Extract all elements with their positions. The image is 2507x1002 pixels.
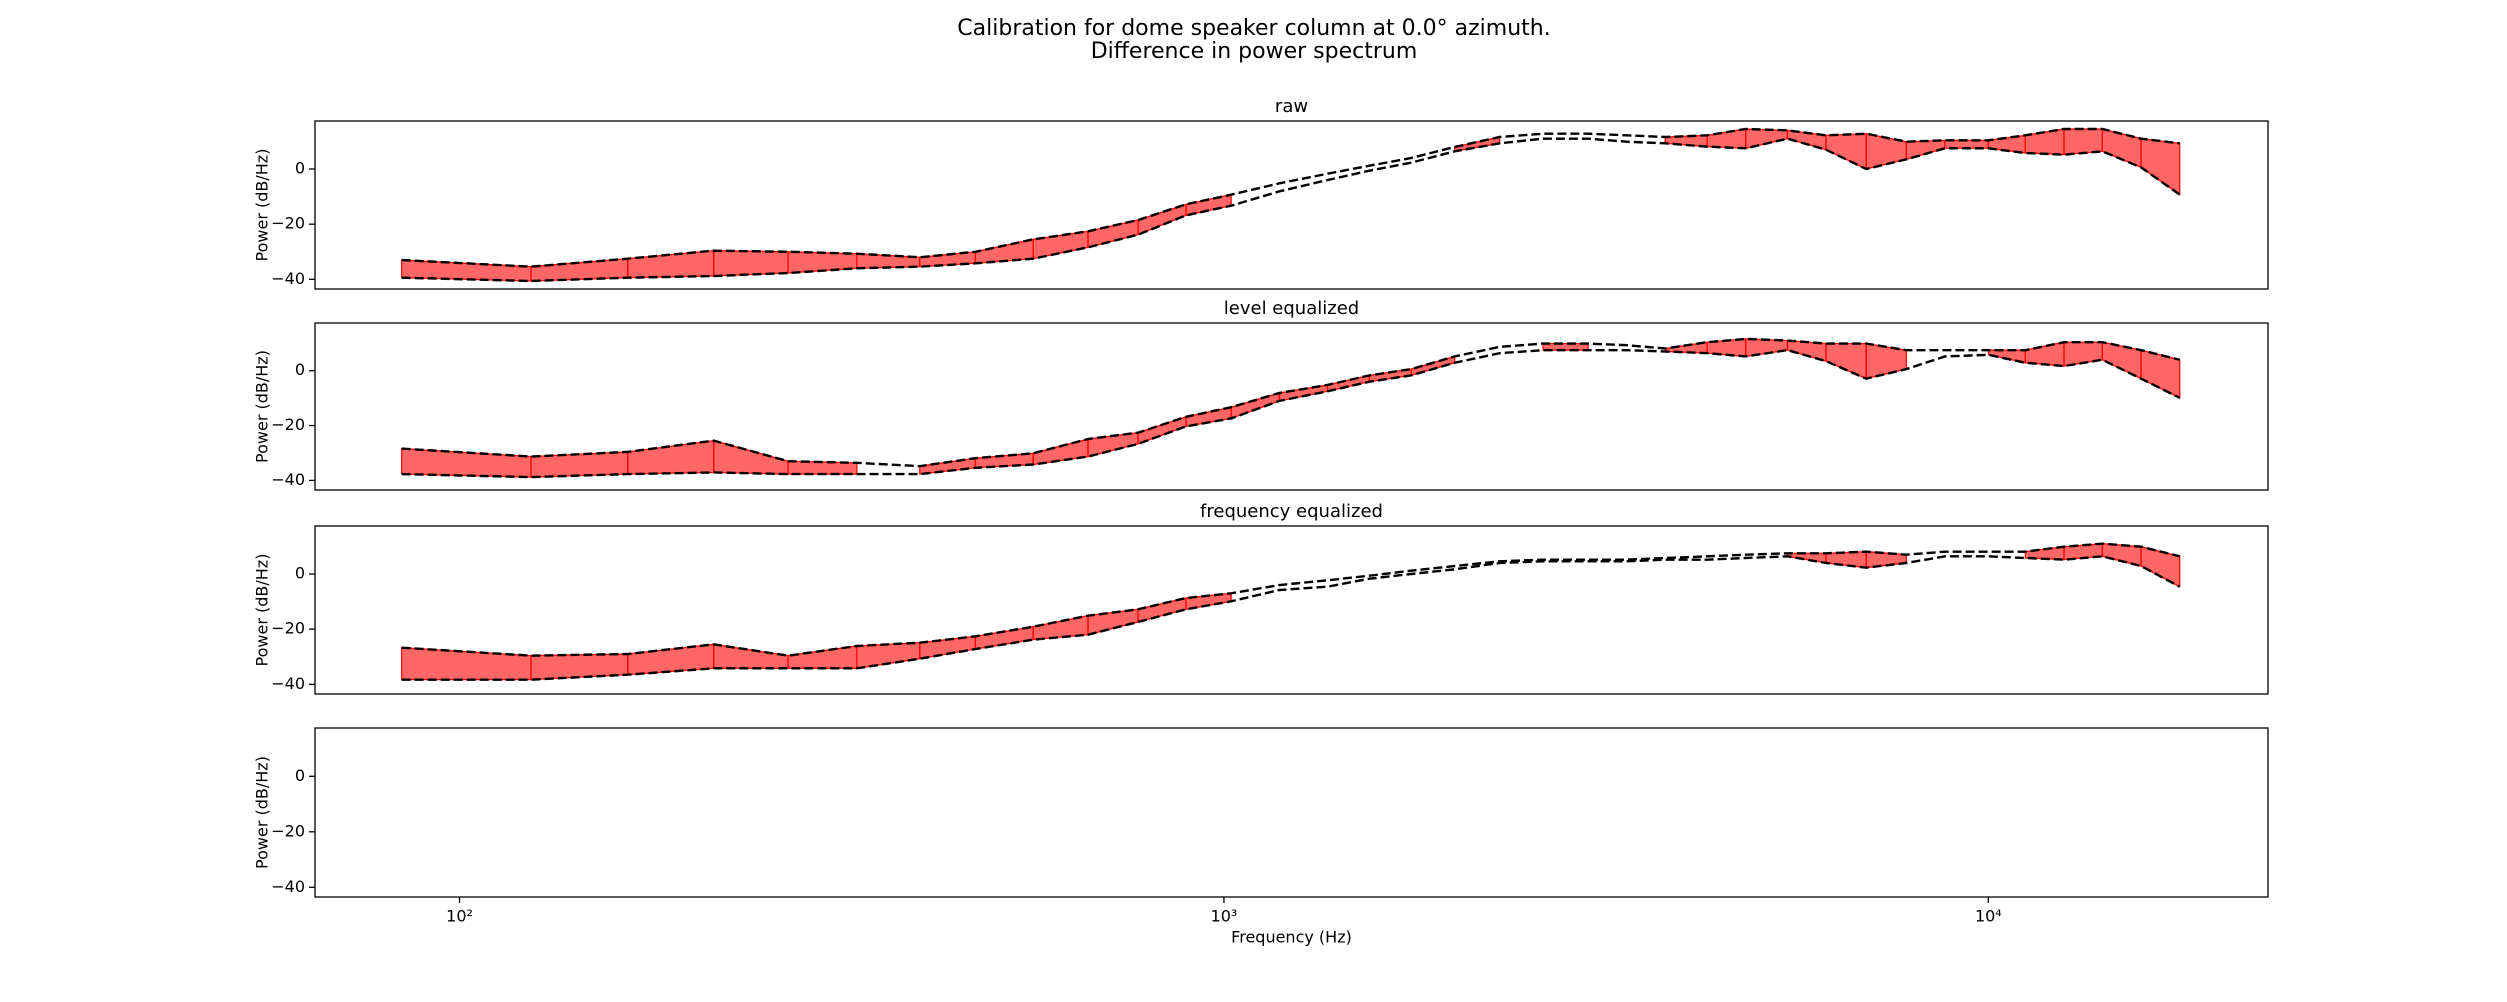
- y-axis-label: Power (dB/Hz): [253, 554, 272, 667]
- axes-frame: [314, 727, 2269, 898]
- y-axis-label: Power (dB/Hz): [253, 756, 272, 869]
- y-tick-label: 0: [295, 360, 305, 379]
- series-line: [401, 137, 2181, 283]
- axes-frame: [314, 120, 2269, 290]
- figure-title: Calibration for dome speaker column at 0…: [957, 16, 1550, 41]
- axes-title: level equalized: [1224, 298, 1359, 319]
- y-axis-label: Power (dB/Hz): [253, 350, 272, 463]
- x-tick-label: 10²: [446, 907, 473, 926]
- y-tick-label: 0: [295, 564, 305, 583]
- y-tick-label: −40: [271, 877, 305, 896]
- axes-frame: [314, 525, 2269, 695]
- axes-frame: [314, 322, 2269, 491]
- x-tick-label: 10³: [1211, 907, 1238, 926]
- y-tick-label: −20: [271, 619, 305, 638]
- y-tick-label: 0: [295, 766, 305, 785]
- y-tick-label: −40: [271, 674, 305, 693]
- series-line: [401, 542, 2181, 657]
- y-tick-label: −40: [271, 269, 305, 288]
- y-axis-label: Power (dB/Hz): [253, 149, 272, 262]
- figure-subtitle: Difference in power spectrum: [1091, 39, 1418, 64]
- series-line: [401, 127, 2180, 268]
- axes-title: frequency equalized: [1200, 501, 1383, 522]
- series-line: [401, 348, 2181, 479]
- y-tick-label: −20: [271, 821, 305, 840]
- x-tick-label: 10⁴: [1975, 907, 2002, 926]
- y-tick-label: −20: [271, 415, 305, 434]
- fill-region: [713, 250, 789, 277]
- axes-title: raw: [1275, 96, 1308, 117]
- y-tick-label: −40: [271, 470, 305, 489]
- y-tick-label: 0: [295, 159, 305, 178]
- x-axis-label: Frequency (Hz): [1231, 928, 1352, 947]
- y-tick-label: −20: [271, 214, 305, 233]
- series-line: [401, 337, 2181, 468]
- series-line: [401, 555, 2181, 681]
